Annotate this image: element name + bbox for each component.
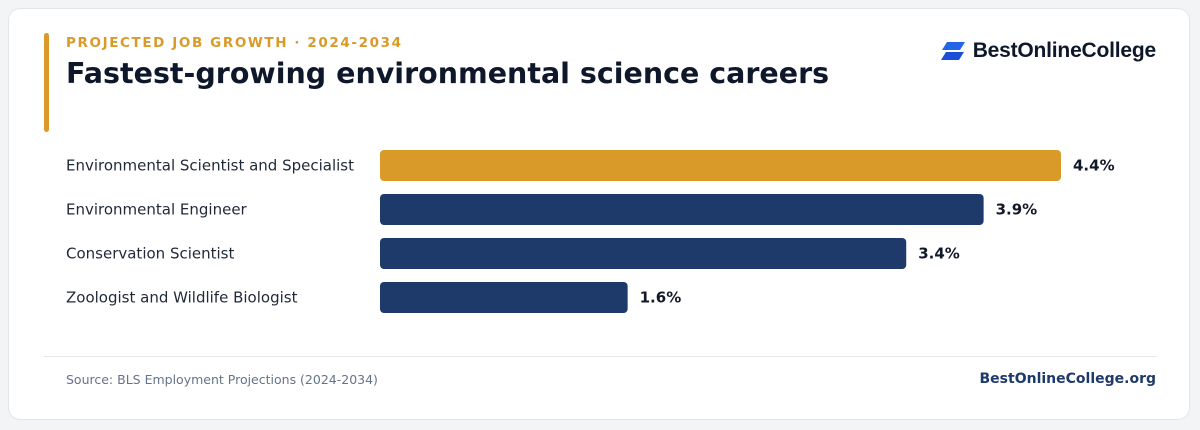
brand-logo[interactable]: BestOnlineCollege	[940, 39, 1157, 63]
bar	[380, 282, 628, 313]
brand-name: BestOnlineCollege	[972, 39, 1157, 62]
chart-title: Fastest-growing environmental science ca…	[66, 57, 830, 90]
category-label: Zoologist and Wildlife Biologist	[66, 289, 298, 307]
chart-eyebrow: PROJECTED JOB GROWTH · 2024-2034	[66, 35, 403, 51]
accent-bar	[44, 33, 49, 132]
chart-card: PROJECTED JOB GROWTH · 2024-2034 Fastest…	[8, 8, 1190, 420]
bar	[380, 194, 984, 225]
value-label: 1.6%	[640, 289, 682, 307]
value-label: 4.4%	[1073, 157, 1115, 175]
site-link[interactable]: BestOnlineCollege.org	[979, 371, 1156, 387]
bar	[380, 150, 1061, 181]
source-note: Source: BLS Employment Projections (2024…	[66, 372, 378, 387]
value-label: 3.4%	[918, 245, 960, 263]
footer-divider	[44, 356, 1157, 357]
category-label: Conservation Scientist	[66, 245, 234, 263]
category-label: Environmental Engineer	[66, 201, 248, 219]
category-label: Environmental Scientist and Specialist	[66, 157, 354, 175]
value-label: 3.9%	[996, 201, 1038, 219]
brand-logo-icon	[940, 41, 965, 61]
bar-chart: Environmental Scientist and Specialist 4.…	[66, 150, 1115, 313]
bar	[380, 238, 907, 269]
